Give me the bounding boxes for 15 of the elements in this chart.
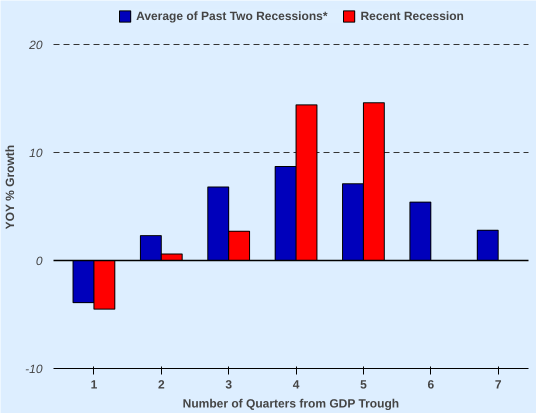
x-tick-label: 2 (158, 378, 165, 392)
x-tick-label: 3 (225, 378, 232, 392)
y-tick-label: -10 (25, 362, 43, 376)
y-axis-title: YOY % Growth (3, 144, 18, 230)
y-tick-label: 0 (36, 254, 43, 268)
x-tick-label: 1 (90, 378, 98, 392)
x-tick-label: 4 (292, 378, 300, 392)
legend-label: Average of Past Two Recessions* (136, 9, 328, 23)
x-axis-title: Number of Quarters from GDP Trough (182, 396, 400, 410)
y-tick-label: 20 (28, 38, 43, 52)
x-tick-label: 7 (494, 378, 502, 392)
x-tick-label: 5 (360, 378, 368, 392)
y-tick-label: 10 (29, 146, 43, 160)
legend-label: Recent Recession (360, 9, 464, 23)
x-tick-label: 6 (427, 378, 434, 392)
